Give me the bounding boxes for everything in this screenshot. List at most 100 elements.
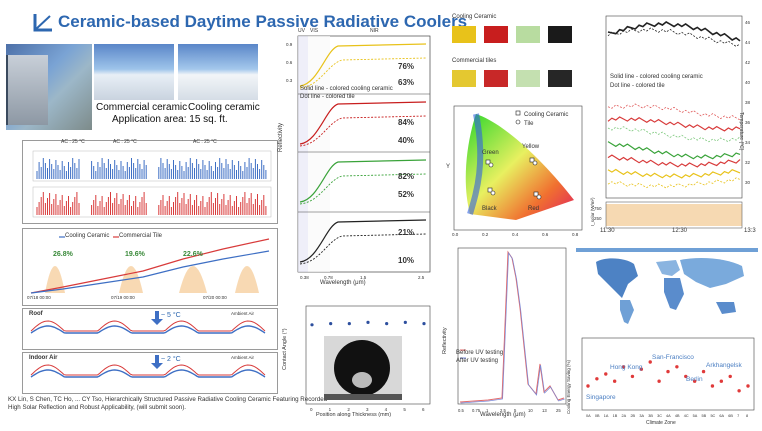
cie-green: Green (482, 150, 499, 156)
roof-label: Roof (29, 311, 43, 317)
energy-xtick-16: 6B (728, 414, 733, 418)
refl-xtick-1: 0.78 (324, 275, 333, 280)
uv-xtick-6: 13 (542, 408, 547, 413)
cie-circle-0 (488, 162, 494, 168)
refl-pct-84: 84% (398, 118, 415, 127)
city-singapore: Singapore (586, 394, 616, 401)
roof-svg-red-line (30, 320, 266, 332)
city-berlin: Berlin (686, 376, 703, 383)
indoor-svg-red-line (30, 364, 266, 376)
contact-xtick-4: 4 (385, 407, 388, 412)
energy-xtick-2: 1A (604, 414, 609, 418)
contact-xtick-5: 5 (403, 407, 406, 412)
energy-xtick-12: 5A (693, 414, 698, 418)
droplet-reflection (352, 372, 372, 388)
temp-chart: 46 44 42 40 38 36 34 32 30 750 250 (594, 15, 751, 229)
commercial-swatch-0 (452, 70, 476, 87)
energy-xtick-10: 4B (675, 414, 680, 418)
energy-xtick-14: 5C (710, 414, 715, 418)
refl-xtick-3: 2.5 (418, 275, 425, 280)
temp-xtick-3: 13:3 (744, 228, 756, 234)
indoor-ambient: Ambient Air (231, 355, 255, 360)
energy-point-1 (595, 377, 599, 381)
refl-legend-dot: Dot line - colored tile (300, 94, 355, 100)
elec-xtick-1: 07/18 00:00 (27, 295, 51, 300)
energy-chart: 0A 0B 1A 1B 2A 2B 3A 3B 3C 4A 4B 4C 5A 5B 5C 6A 6B 7 8 (581, 337, 755, 418)
temp-series-2 (607, 103, 741, 121)
temp-ylabel: Temperature (°C) (738, 112, 744, 151)
uv-xtick-0: 0.5 (458, 408, 464, 413)
refl-xtick-0: 0.38 (300, 275, 309, 280)
indoor-delta: ~ 2 °C (161, 356, 181, 363)
cie-xtick-3: 0.6 (542, 232, 549, 237)
cooling-roof-photo (178, 44, 258, 100)
temp-xtick-2: 12:30 (672, 228, 688, 234)
temp-ytick-3: 40 (745, 80, 751, 85)
indoor-temp-chart (30, 355, 266, 378)
refl-pct-10: 10% (398, 256, 415, 265)
page-title: Ceramic-based Daytime Passive Radiative … (58, 12, 468, 31)
ac-usage-panel: AC : 25 °C AC : 25 °C AC : 25 °C (22, 139, 278, 224)
cie-square-2 (487, 187, 493, 193)
energy-point-2 (604, 372, 608, 376)
temp-xtick-1: 11:30 (600, 228, 615, 234)
energy-point-15 (719, 379, 724, 383)
region-vis: VIS (310, 28, 319, 34)
energy-point-0 (586, 384, 590, 388)
ac-bottom-frame (32, 186, 272, 218)
legend-commercial: Commercial Tile (119, 233, 163, 239)
energy-point-14 (710, 384, 715, 388)
refl-ylabel: Reflectivity (278, 122, 284, 152)
contact-ylabel: Contact Angle (°) (282, 328, 288, 370)
energy-xtick-1: 0B (595, 414, 600, 418)
refl-ytick-1: 0.6 (286, 60, 293, 65)
uv-xlabel: Wavelength (μm) (480, 412, 526, 418)
temp-series-1 (607, 27, 741, 47)
contact-frame (305, 305, 431, 405)
swatch-commercial-label: Commercial tiles (452, 58, 497, 64)
contact-point-2 (347, 322, 351, 326)
roof-svg-blue-line (30, 325, 266, 334)
cooling-ceramic-label: Cooling ceramic (188, 102, 260, 113)
cie-yellow: Yellow (522, 144, 540, 150)
cooling-swatch-1 (484, 26, 508, 43)
application-area-label: Application area: 15 sq. ft. (112, 114, 228, 125)
uv-xtick-5: 10 (528, 408, 533, 413)
energy-point-8 (657, 379, 661, 383)
commercial-ceramic-label: Commercial ceramic (96, 102, 188, 113)
ac-usage-chart (32, 150, 272, 218)
uv-xtick-3: 2.5 (500, 408, 506, 413)
cie-square-3 (533, 191, 539, 197)
commercial-swatch-1 (484, 70, 508, 87)
refl-ytick-0: 0.9 (286, 42, 293, 47)
uv-legend-before: Before UV testing (456, 350, 504, 356)
temp-ytick-8: 30 (745, 180, 751, 185)
energy-xtick-15: 6A (719, 414, 724, 418)
city-sanfrancisco: San-Francisco (652, 354, 694, 361)
cooling-line (30, 250, 270, 294)
cie-xtick-2: 0.4 (512, 232, 519, 237)
refl-solid-2 (299, 159, 427, 203)
temp-chart-panel: 46 44 42 40 38 36 34 32 30 750 250 Solid line - co… (590, 12, 758, 236)
city-arkhangelsk: Arkhangelsk (706, 362, 742, 369)
electricity-chart (30, 236, 270, 294)
contact-angle-panel: 0 1 2 3 4 5 6 Position along Thickness (mm) Co… (282, 300, 436, 420)
refl-solid-1 (299, 101, 427, 145)
commercial-swatch-2 (516, 70, 540, 87)
refl-uv-band (298, 36, 308, 272)
temp-series-4 (607, 126, 741, 143)
roof-ambient: Ambient Air (231, 311, 255, 316)
roof-temp-chart (30, 311, 266, 334)
energy-point-18 (746, 384, 750, 388)
uv-xtick-1: 0.75 (472, 408, 481, 413)
temp-ytick-7: 32 (745, 160, 751, 165)
reference-citation: KX Lin, S Chen, TC Ho, ... CY Tso, Hiera… (8, 396, 328, 411)
logo-chevron-icon (33, 14, 52, 32)
droplet-surface (324, 394, 402, 400)
energy-point-6 (639, 367, 644, 371)
refl-solid-0 (299, 43, 427, 87)
roof-svg-arrow-icon (151, 311, 163, 325)
uv-before-line (459, 250, 565, 403)
temp-legend-dot: Dot line - colored tile (610, 83, 665, 89)
city-hongkong: Hong Kong (610, 364, 643, 371)
